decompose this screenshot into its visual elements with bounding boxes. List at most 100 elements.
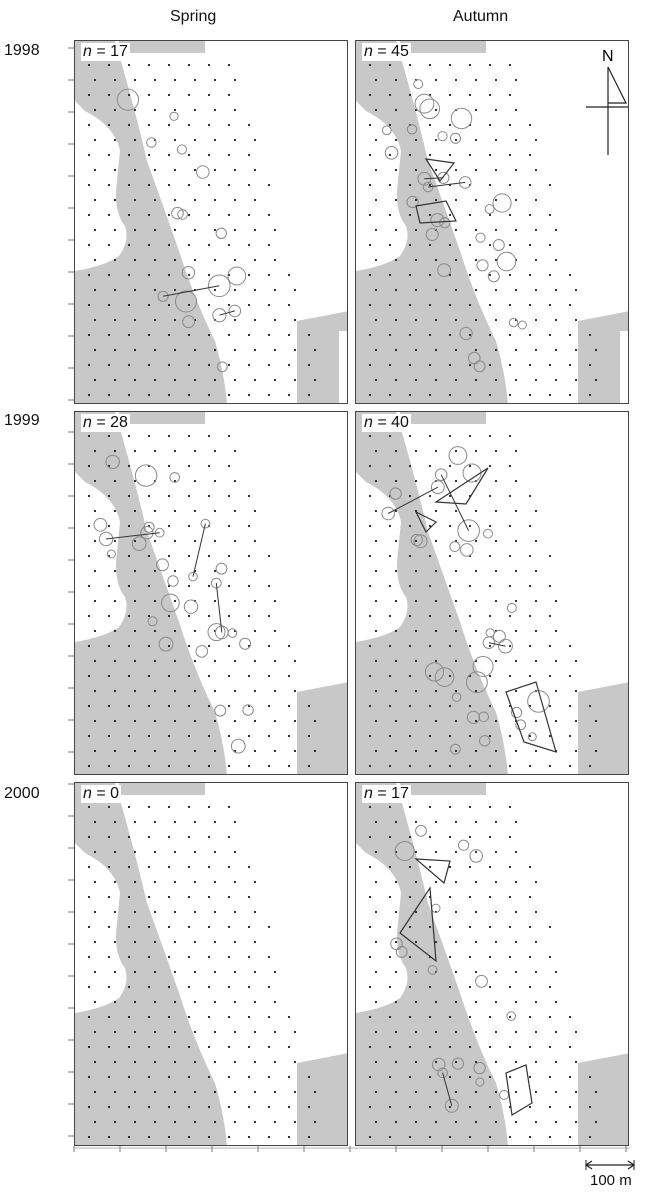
detection-circle [167, 575, 179, 587]
sampling-point [388, 614, 392, 618]
detection-circle [451, 692, 462, 703]
sampling-point [434, 719, 438, 723]
sampling-point [408, 955, 412, 959]
sampling-point [167, 644, 171, 648]
sampling-point [454, 228, 458, 232]
sampling-point [474, 1120, 478, 1124]
sampling-point [548, 213, 552, 217]
sampling-point [488, 1015, 492, 1019]
sampling-point [233, 1120, 237, 1124]
sampling-point [388, 925, 392, 929]
sampling-point [173, 1030, 177, 1034]
sampling-point [408, 183, 412, 187]
detection-circle [410, 533, 423, 547]
sampling-point [227, 1015, 231, 1019]
sampling-point [434, 198, 438, 202]
sampling-point [87, 363, 91, 367]
sampling-point [227, 363, 231, 367]
detection-circle [394, 841, 415, 862]
sampling-point [233, 820, 237, 824]
sampling-point [514, 569, 518, 573]
sampling-point [528, 674, 532, 678]
detection-circle [419, 98, 440, 120]
shore-strip [119, 783, 205, 795]
detection-circle [462, 463, 482, 483]
sampling-point [394, 880, 398, 884]
sampling-point [574, 378, 578, 382]
sampling-point [193, 138, 197, 142]
sampling-point [187, 153, 191, 157]
sampling-point [574, 288, 578, 292]
detection-circle [430, 213, 445, 228]
sampling-point [474, 228, 478, 232]
sampling-point [468, 584, 472, 588]
sampling-point [494, 1090, 498, 1094]
sampling-point [468, 644, 472, 648]
sampling-point [273, 1030, 277, 1034]
sampling-point [127, 644, 131, 648]
detection-circle [451, 1057, 465, 1070]
sampling-point [374, 910, 378, 914]
sampling-point [408, 674, 412, 678]
sampling-point [508, 1045, 512, 1049]
sampling-point [87, 614, 91, 618]
sampling-point [594, 1120, 598, 1124]
sampling-point [287, 1015, 291, 1019]
sampling-point [528, 524, 532, 528]
sampling-point [528, 895, 532, 899]
detection-circle [425, 228, 439, 241]
sampling-point [147, 644, 151, 648]
sampling-point [414, 719, 418, 723]
sampling-point [147, 363, 151, 367]
sampling-point [133, 1030, 137, 1034]
sampling-point [474, 318, 478, 322]
sampling-point [253, 378, 257, 382]
sampling-point [568, 644, 572, 648]
sampling-point [193, 820, 197, 824]
sampling-point [93, 1060, 97, 1064]
sampling-point [568, 393, 572, 397]
sampling-point [173, 449, 177, 453]
sampling-point [253, 348, 257, 352]
detection-circle [415, 824, 427, 837]
sampling-point [227, 464, 231, 468]
sampling-point [147, 734, 151, 738]
shore-area [75, 41, 227, 403]
sampling-point [534, 228, 538, 232]
sampling-point [448, 494, 452, 498]
sampling-point [534, 910, 538, 914]
sampling-point [454, 749, 458, 753]
sampling-point [488, 805, 492, 809]
sampling-point [454, 1090, 458, 1094]
sampling-point [173, 318, 177, 322]
sampling-point [207, 674, 211, 678]
sampling-point [107, 674, 111, 678]
sampling-point [207, 614, 211, 618]
sampling-point [388, 63, 392, 67]
detection-circle [437, 1067, 448, 1079]
sampling-point [107, 153, 111, 157]
sampling-point [273, 1120, 277, 1124]
home-range-polygon [414, 510, 438, 534]
sampling-point [474, 509, 478, 513]
sampling-point [394, 228, 398, 232]
sampling-point [528, 363, 532, 367]
sampling-point [574, 719, 578, 723]
shore-block [297, 682, 347, 774]
detection-circle [492, 629, 506, 643]
sampling-point [233, 689, 237, 693]
sampling-point [428, 584, 432, 588]
sampling-point [127, 584, 131, 588]
sampling-point [213, 378, 217, 382]
sampling-point [374, 449, 378, 453]
sampling-point [528, 584, 532, 588]
sampling-point [127, 734, 131, 738]
sampling-point [87, 554, 91, 558]
sampling-point [508, 835, 512, 839]
sampling-point [488, 1045, 492, 1049]
sampling-point [454, 910, 458, 914]
detection-circle [105, 454, 120, 470]
sampling-point [313, 749, 317, 753]
sampling-point [554, 659, 558, 663]
sampling-point [374, 108, 378, 112]
